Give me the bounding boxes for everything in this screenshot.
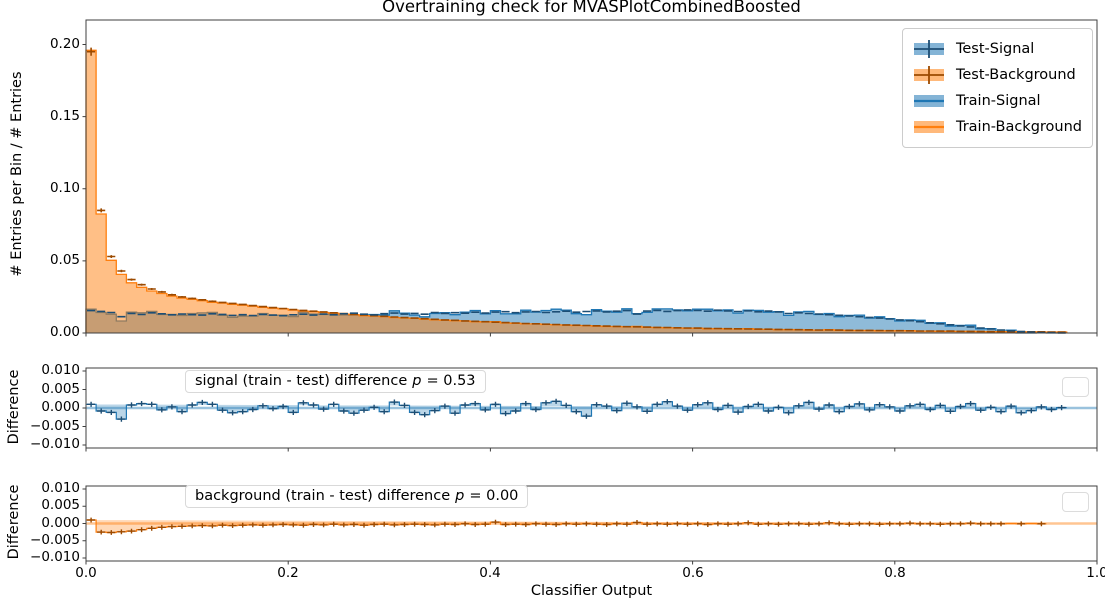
y-tick-label: −0.010 <box>30 436 80 452</box>
legend-label: Train-Background <box>955 119 1082 135</box>
test-signal-errorbar-swatch-icon <box>913 40 944 58</box>
y-tick-label: −0.010 <box>30 549 80 565</box>
x-tick-label: 0.0 <box>75 565 97 581</box>
signal-difference-annotation: signal (train - test) difference p = 0.53 <box>185 370 486 393</box>
legend-label: Test-Signal <box>955 41 1035 57</box>
empty-legend-box-background-panel <box>1062 492 1089 512</box>
legend-label: Train-Signal <box>955 93 1041 109</box>
annotation-text: background (train - test) difference <box>195 488 451 504</box>
y-tick-label: 0.010 <box>41 362 80 378</box>
p-value: = 0.53 <box>426 373 476 389</box>
x-tick-label: 0.6 <box>682 565 704 581</box>
x-tick-label: 1.0 <box>1086 565 1105 581</box>
y-tick-label: 0.000 <box>41 515 80 531</box>
x-tick-label: 0.8 <box>884 565 906 581</box>
y-tick-label: 0.010 <box>41 480 80 496</box>
y-tick-label: −0.005 <box>30 532 80 548</box>
y-tick-label: 0.15 <box>49 108 80 124</box>
y-axis-label-signal-difference: Difference <box>6 369 22 445</box>
legend-item-test-signal: Test-Signal <box>911 36 1082 62</box>
background-difference-annotation: background (train - test) difference p = 0… <box>185 485 529 508</box>
legend-item-train-background: Train-Background <box>911 114 1082 140</box>
x-tick-label: 0.2 <box>277 565 299 581</box>
empty-legend-box-signal-panel <box>1062 377 1089 397</box>
y-tick-label: 0.05 <box>49 252 80 268</box>
y-tick-label: 0.10 <box>49 180 80 196</box>
train-background-fill-swatch-icon <box>913 121 944 133</box>
train-signal-fill-swatch-icon <box>913 95 944 107</box>
p-symbol: p <box>412 373 422 389</box>
y-tick-label: 0.005 <box>41 497 80 513</box>
p-symbol: p <box>455 488 465 504</box>
legend-item-train-signal: Train-Signal <box>911 88 1082 114</box>
legend-label: Test-Background <box>955 67 1076 83</box>
test-background-errorbar-swatch-icon <box>913 66 944 84</box>
y-tick-label: 0.00 <box>49 324 80 340</box>
y-tick-label: 0.000 <box>41 399 80 415</box>
x-axis-label: Classifier Output <box>530 583 653 599</box>
p-value: = 0.00 <box>469 488 519 504</box>
x-tick-label: 0.4 <box>479 565 501 581</box>
y-axis-label-main: # Entries per Bin / # Entries <box>9 71 25 277</box>
y-tick-label: −0.005 <box>30 418 80 434</box>
legend-item-test-background: Test-Background <box>911 62 1082 88</box>
annotation-text: signal (train - test) difference <box>195 373 408 389</box>
y-tick-label: 0.005 <box>41 381 80 397</box>
chart-title: Overtraining check for MVASPlotCombinedB… <box>382 0 801 16</box>
legend: Test-Signal Test-Background Train-Signal… <box>901 28 1093 148</box>
y-tick-label: 0.20 <box>49 36 80 52</box>
y-axis-label-background-difference: Difference <box>6 484 22 560</box>
